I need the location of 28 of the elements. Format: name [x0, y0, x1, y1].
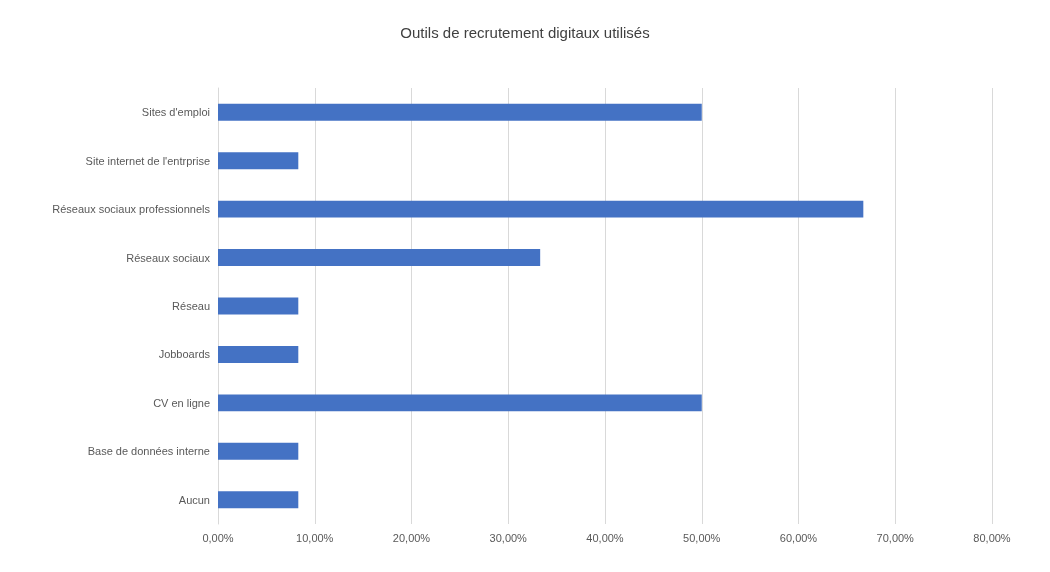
y-tick-label: Site internet de l'entrprise: [85, 154, 210, 167]
bar: [218, 152, 299, 170]
y-tick-label: Jobboards: [158, 348, 211, 361]
bar: [218, 491, 299, 509]
x-tick-label: 80,00%: [973, 531, 1011, 544]
bar: [218, 345, 299, 363]
bar: [218, 297, 299, 315]
y-tick-label: Réseau: [172, 300, 210, 312]
y-tick-label: Aucun: [178, 493, 210, 506]
y-tick-label: CV en ligne: [153, 396, 210, 409]
x-tick-label: 10,00%: [296, 531, 334, 544]
y-tick-label: Base de données interne: [87, 445, 210, 458]
bar: [218, 249, 541, 267]
x-tick-label: 30,00%: [489, 531, 528, 544]
y-tick-label: Sites d'emploi: [141, 106, 210, 119]
bar: [218, 200, 864, 218]
x-tick-label: 70,00%: [876, 531, 915, 544]
y-tick-label: Réseaux sociaux professionnels: [52, 203, 211, 216]
x-tick-label: 20,00%: [392, 531, 431, 544]
chart-title: Outils de recrutement digitaux utilisés: [400, 24, 650, 41]
x-tick-label: 0,00%: [202, 531, 234, 544]
x-tick-label: 60,00%: [779, 531, 818, 544]
bar: [218, 394, 702, 412]
x-tick-label: 40,00%: [586, 531, 624, 544]
y-tick-label: Réseaux sociaux: [126, 251, 211, 264]
x-tick-label: 50,00%: [683, 531, 721, 544]
bar: [218, 103, 702, 121]
bar: [218, 442, 299, 460]
